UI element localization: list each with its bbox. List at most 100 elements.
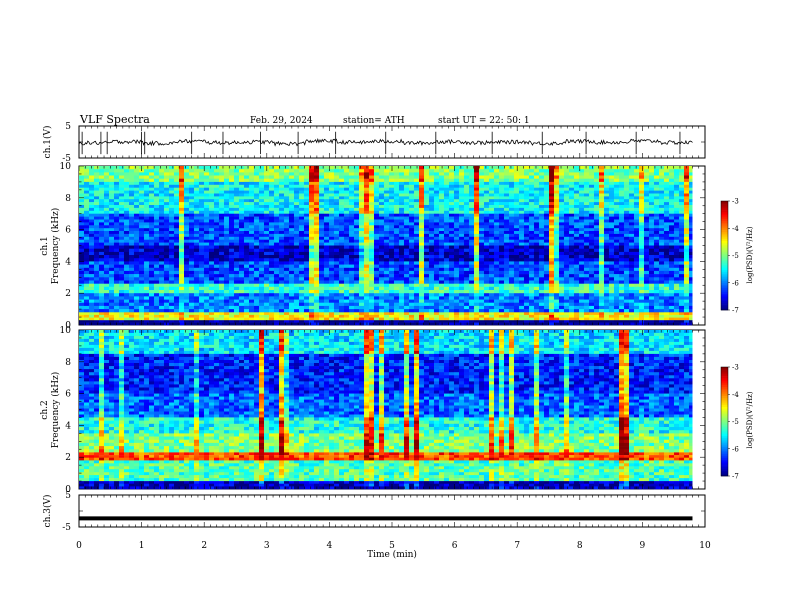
spectrogram-cell-1-4-3-69 bbox=[424, 270, 429, 275]
spectrogram-cell-1-0-0-11 bbox=[134, 166, 139, 170]
spectrogram-cell-1-3-4-69 bbox=[424, 258, 429, 262]
spectrogram-cell-1-1-10-86 bbox=[509, 210, 514, 214]
spectrogram-cell-1-2-3-68 bbox=[419, 222, 424, 226]
spectrogram-cell-1-3-2-40 bbox=[279, 251, 284, 256]
spectrogram-cell-1-4-2-66 bbox=[409, 267, 414, 272]
spectrogram-cell-1-4-4-78 bbox=[469, 274, 474, 278]
spectrogram-cell-1-4-6-86 bbox=[509, 280, 514, 284]
spectrogram-cell-1-4-5-105 bbox=[604, 277, 609, 281]
spectrogram-cell-1-2-5-43 bbox=[294, 228, 299, 232]
spectrogram-cell-1-0-1-10 bbox=[129, 169, 134, 173]
spectrogram-cell-1-1-2-1 bbox=[84, 187, 89, 191]
spectrogram-cell-1-1-4-69 bbox=[424, 193, 429, 197]
spectrogram-cell-1-4-0-105 bbox=[604, 261, 609, 265]
spectrogram-cell-1-2-1-43 bbox=[294, 216, 299, 220]
spectrogram-cell-1-5-1-14 bbox=[149, 286, 154, 291]
spectrogram-cell-1-2-10-26 bbox=[209, 242, 214, 246]
spectrogram-cell-1-0-3-54 bbox=[349, 175, 354, 179]
spectrogram-cell-1-3-0-66 bbox=[409, 245, 414, 249]
spectrogram-cell-1-3-2-103 bbox=[594, 251, 599, 256]
spectrogram-cell-1-2-1-33 bbox=[244, 216, 249, 220]
spectrogram-cell-1-1-10-12 bbox=[139, 210, 144, 214]
spectrogram-cell-1-4-3-41 bbox=[284, 270, 289, 275]
spectrogram-cell-1-1-9-33 bbox=[244, 207, 249, 212]
spectrogram-cell-1-1-4-105 bbox=[604, 193, 609, 197]
spectrogram-cell-1-3-1-87 bbox=[514, 248, 519, 253]
spectrogram-cell-1-0-0-10 bbox=[129, 166, 134, 170]
spectrogram-cell-1-2-3-117 bbox=[664, 222, 669, 226]
spectrogram-cell-1-4-1-84 bbox=[499, 264, 504, 269]
spectrogram-cell-1-1-5-31 bbox=[234, 196, 239, 200]
spectrogram-cell-1-1-7-5 bbox=[104, 202, 109, 206]
spectrogram-cell-1-1-7-6 bbox=[109, 202, 114, 206]
spectrogram-cell-1-2-7-5 bbox=[104, 233, 109, 238]
spectrogram-cell-1-1-2-70 bbox=[429, 187, 434, 191]
spectrogram-cell-1-4-6-109 bbox=[624, 280, 629, 284]
spectrogram-cell-1-1-1-98 bbox=[569, 184, 574, 188]
spectrogram-cell-1-2-5-46 bbox=[309, 228, 314, 232]
spectrogram-cell-1-0-1-89 bbox=[524, 169, 529, 173]
spectrogram-cell-1-3-3-110 bbox=[629, 255, 634, 259]
spectrogram-cell-1-4-4-116 bbox=[659, 274, 664, 278]
spectrogram-cell-1-2-9-11 bbox=[134, 239, 139, 243]
spectrogram-cell-1-1-5-119 bbox=[674, 196, 679, 200]
spectrogram-cell-1-2-0-53 bbox=[344, 213, 349, 217]
spectrogram-cell-1-2-3-102 bbox=[589, 222, 594, 226]
spectrogram-cell-1-0-4-59 bbox=[374, 178, 379, 183]
spectrogram-cell-1-4-5-114 bbox=[649, 277, 654, 281]
spectrogram-cell-1-2-3-82 bbox=[489, 222, 494, 226]
spectrogram-cell-1-4-0-12 bbox=[139, 261, 144, 265]
spectrogram-cell-1-3-0-8 bbox=[119, 245, 124, 249]
spectrogram-cell-1-4-5-48 bbox=[319, 277, 324, 281]
spectrogram-cell-1-2-5-115 bbox=[654, 228, 659, 232]
spectrogram-cell-1-3-4-64 bbox=[399, 258, 404, 262]
spectrogram-cell-1-4-5-90 bbox=[529, 277, 534, 281]
spectrogram-cell-1-2-7-122 bbox=[689, 233, 693, 238]
spectrogram-cell-1-1-5-65 bbox=[404, 196, 409, 200]
spectrogram-cell-1-3-3-87 bbox=[514, 255, 519, 259]
spectrogram-cell-1-3-4-103 bbox=[594, 258, 599, 262]
spectrogram-cell-1-4-0-97 bbox=[564, 261, 569, 265]
spectrogram-cell-1-4-6-17 bbox=[164, 280, 169, 284]
spectrogram-cell-1-2-0-54 bbox=[349, 213, 354, 217]
spectrogram-cell-1-1-9-102 bbox=[589, 207, 594, 212]
spectrogram-cell-1-1-3-89 bbox=[524, 190, 529, 194]
spectrogram-cell-1-1-9-38 bbox=[269, 207, 274, 212]
spectrogram-cell-1-5-0-114 bbox=[649, 283, 654, 288]
spectrogram-cell-1-2-5-109 bbox=[624, 228, 629, 232]
spectrogram-cell-1-0-0-4 bbox=[99, 166, 104, 170]
spectrogram-cell-1-2-6-86 bbox=[509, 231, 514, 235]
spectrogram-cell-1-3-1-69 bbox=[424, 248, 429, 253]
spectrogram-cell-1-0-3-63 bbox=[394, 175, 399, 179]
spectrogram-cell-1-2-8-97 bbox=[564, 236, 569, 240]
spectrogram-cell-1-1-10-91 bbox=[534, 210, 539, 214]
spectrogram-cell-1-1-5-116 bbox=[659, 196, 664, 200]
spectrogram-cell-1-2-3-45 bbox=[304, 222, 309, 226]
spectrogram-cell-1-2-8-57 bbox=[364, 236, 369, 240]
spectrogram-cell-1-2-7-9 bbox=[124, 233, 129, 238]
spectrogram-cell-1-0-2-95 bbox=[554, 172, 559, 176]
spectrogram-cell-1-4-6-75 bbox=[454, 280, 459, 284]
spectrogram-cell-1-1-1-44 bbox=[299, 184, 304, 188]
spectrogram-cell-1-4-4-99 bbox=[574, 274, 579, 278]
spectrogram-cell-1-5-0-89 bbox=[524, 283, 529, 288]
spectrogram-cell-1-3-2-41 bbox=[284, 251, 289, 256]
spectrogram-cell-1-1-5-50 bbox=[329, 196, 334, 200]
spectrogram-cell-1-2-10-97 bbox=[564, 242, 569, 246]
spectrogram-cell-1-0-0-0 bbox=[79, 166, 84, 170]
spectrogram-cell-1-1-9-80 bbox=[479, 207, 484, 212]
spectrogram-cell-1-2-0-88 bbox=[519, 213, 524, 217]
spectrogram-cell-1-0-4-31 bbox=[234, 178, 239, 183]
spectrogram-cell-1-4-3-44 bbox=[299, 270, 304, 275]
spectrogram-cell-1-4-6-110 bbox=[629, 280, 634, 284]
spectrogram-cell-1-1-7-101 bbox=[584, 202, 589, 206]
spectrogram-cell-1-2-9-104 bbox=[599, 239, 604, 243]
spectrogram-cell-1-5-0-67 bbox=[414, 283, 419, 288]
spectrogram-cell-1-2-2-3 bbox=[94, 219, 99, 223]
spectrogram-cell-1-1-7-82 bbox=[489, 202, 494, 206]
spectrogram-cell-1-2-7-85 bbox=[504, 233, 509, 238]
spectrogram-cell-1-1-8-40 bbox=[279, 205, 284, 209]
spectrogram-cell-1-0-1-15 bbox=[154, 169, 159, 173]
spectrogram-cell-1-1-3-78 bbox=[469, 190, 474, 194]
spectrogram-cell-1-2-3-66 bbox=[409, 222, 414, 226]
